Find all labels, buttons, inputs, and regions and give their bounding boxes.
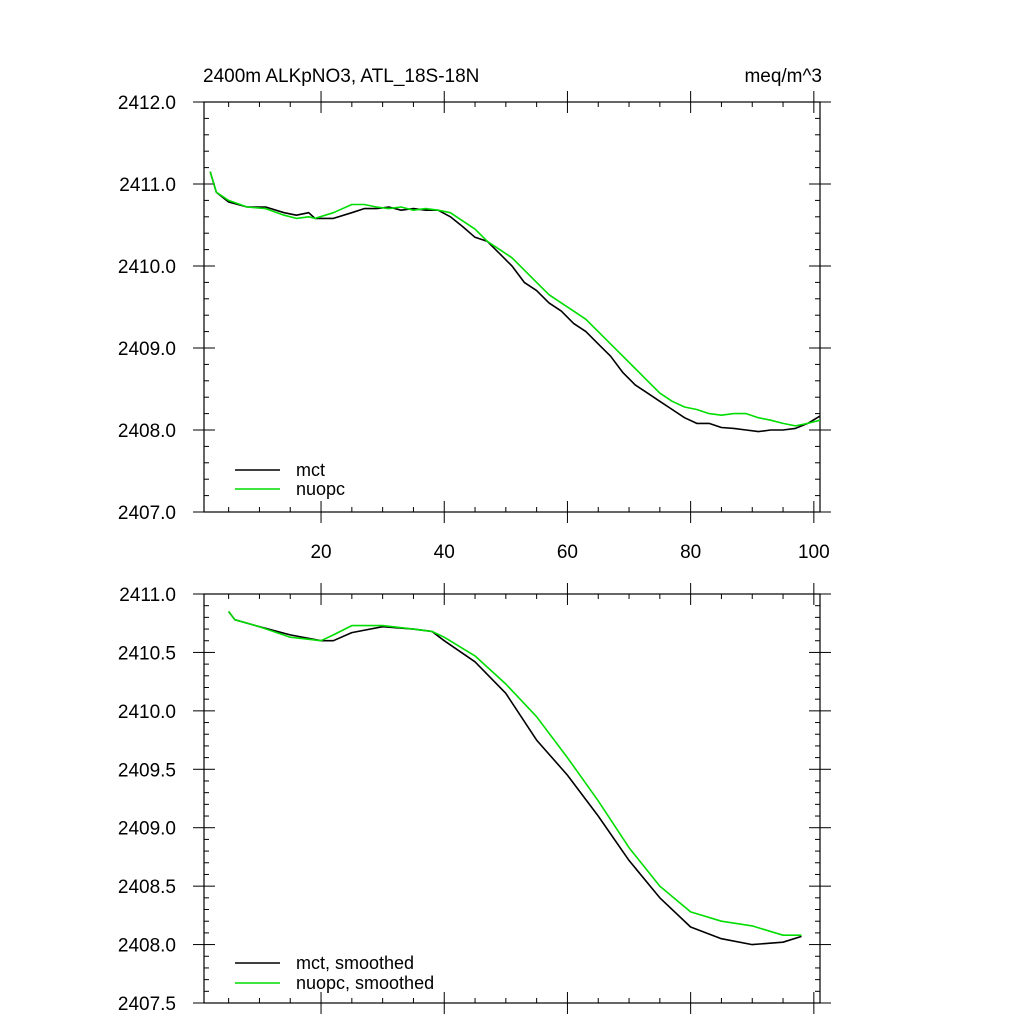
y-tick-label: 2410.0 [118, 257, 176, 278]
y-tick-label: 2408.0 [118, 936, 176, 957]
series-line-mct-smoothed [227, 611, 802, 946]
x-tick-label: 100 [798, 542, 830, 563]
bottom-panel: 2407.5 2408.0 2408.5 2409.0 2409.5 2410.0 2410… [118, 583, 831, 1015]
chart-title: 2400m ALKpNO3, ATL_18S-18N [203, 66, 479, 87]
legend-label: mct [296, 460, 325, 480]
y-tick-label: 2408.5 [118, 877, 176, 898]
x-tick-label: 60 [557, 542, 578, 563]
y-tick-label: 2409.0 [118, 339, 176, 360]
legend-label: mct, smoothed [296, 953, 414, 973]
y-tick-label: 2411.0 [119, 175, 176, 196]
series-line-nuopc-smoothed [227, 611, 802, 937]
legend-label: nuopc [296, 479, 345, 499]
y-tick-label: 2408.0 [118, 421, 176, 442]
x-tick-label: 20 [310, 542, 331, 563]
series-line-nuopc [209, 171, 821, 427]
top-panel: 20 40 60 80 100 2407.0 2408.0 2409.0 2410.0 2411.… [118, 91, 831, 563]
y-tick-label: 2409.5 [118, 760, 176, 781]
y-tick-label: 2410.5 [118, 643, 176, 664]
y-tick-label: 2407.0 [118, 503, 176, 524]
y-tick-label: 2407.5 [118, 994, 176, 1015]
x-tick-label: 80 [680, 542, 701, 563]
plot-frame [203, 101, 821, 513]
y-tick-label: 2409.0 [118, 819, 176, 840]
y-tick-label: 2411.0 [119, 585, 176, 606]
chart-units: meq/m^3 [744, 66, 822, 87]
x-tick-label: 40 [434, 542, 455, 563]
legend-label: nuopc, smoothed [296, 973, 434, 993]
y-tick-label: 2412.0 [118, 93, 176, 114]
series-line-mct [209, 171, 821, 433]
y-tick-label: 2410.0 [118, 702, 176, 723]
plot-frame [203, 593, 821, 1004]
